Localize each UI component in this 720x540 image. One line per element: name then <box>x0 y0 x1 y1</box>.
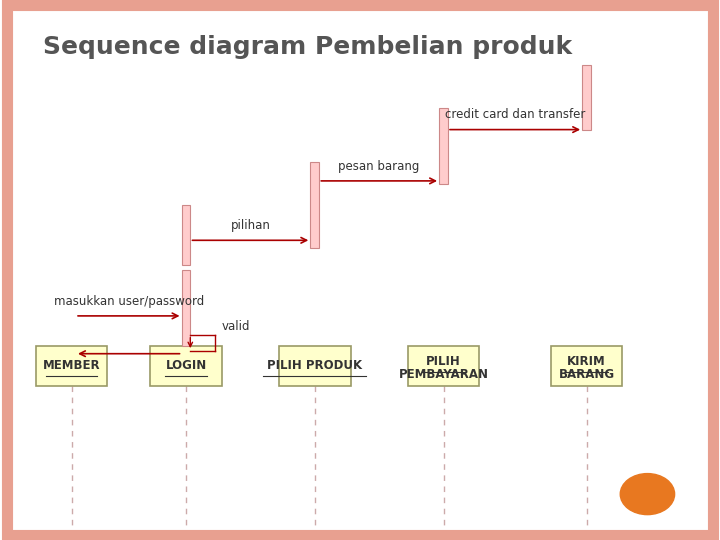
Bar <box>551 346 622 386</box>
Text: masukkan user/password: masukkan user/password <box>54 295 204 308</box>
Bar <box>181 270 190 346</box>
Bar <box>36 346 107 386</box>
Text: PILIH: PILIH <box>426 355 461 368</box>
Bar <box>408 346 480 386</box>
Text: valid: valid <box>222 320 251 333</box>
Bar <box>181 205 190 265</box>
Text: BARANG: BARANG <box>559 368 615 381</box>
Text: PILIH PRODUK: PILIH PRODUK <box>267 359 362 373</box>
Bar <box>439 108 448 184</box>
Text: PEMBAYARAN: PEMBAYARAN <box>399 368 489 381</box>
Bar <box>150 346 222 386</box>
Text: credit card dan transfer: credit card dan transfer <box>445 109 585 122</box>
Bar <box>310 162 319 248</box>
Text: pilihan: pilihan <box>230 219 270 232</box>
Bar <box>582 65 591 130</box>
Bar <box>279 346 351 386</box>
Text: MEMBER: MEMBER <box>42 359 100 373</box>
Text: LOGIN: LOGIN <box>166 359 207 373</box>
Circle shape <box>620 474 675 515</box>
Text: pesan barang: pesan barang <box>338 160 420 173</box>
Text: Sequence diagram Pembelian produk: Sequence diagram Pembelian produk <box>43 35 572 59</box>
Text: KIRIM: KIRIM <box>567 355 606 368</box>
